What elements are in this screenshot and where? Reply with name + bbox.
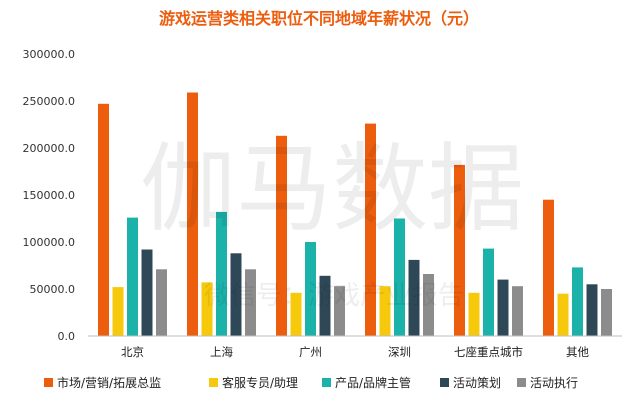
bar (201, 282, 213, 336)
x-tick-label: 七座重点城市 (454, 345, 523, 359)
bar (557, 293, 569, 336)
watermark-main: 伽马数据 (140, 133, 524, 245)
bar (601, 289, 612, 336)
x-tick-label: 其他 (566, 345, 589, 359)
legend-label: 活动执行 (530, 376, 578, 390)
bar (365, 123, 376, 336)
y-tick-label: 100000.0 (23, 236, 76, 249)
legend-label: 市场/营销/拓展总监 (57, 375, 161, 390)
bar (290, 292, 302, 336)
bar (230, 253, 242, 336)
bar (497, 279, 509, 336)
y-tick-label: 250000.0 (23, 95, 76, 108)
x-tick-label: 北京 (121, 345, 144, 359)
bar (245, 269, 256, 336)
chart-title: 游戏运营类相关职位不同地域年薪状况（元） (159, 9, 479, 28)
bar (216, 211, 227, 336)
y-tick-label: 50000.0 (30, 283, 76, 296)
bar-series (98, 92, 612, 336)
bar (156, 269, 167, 336)
y-tick-label: 150000.0 (23, 189, 76, 202)
x-tick-label: 深圳 (388, 345, 411, 359)
legend: 市场/营销/拓展总监 客服专员/助理 产品/品牌主管 活动策划 活动执行 (44, 375, 578, 390)
bar (394, 218, 405, 336)
bar (543, 199, 554, 336)
bar (187, 92, 198, 336)
bar (127, 217, 138, 336)
legend-label: 客服专员/助理 (222, 375, 298, 390)
x-tick-label: 上海 (210, 345, 233, 359)
bar (305, 242, 316, 336)
legend-swatch (44, 378, 53, 387)
bar (483, 248, 494, 336)
legend-label: 产品/品牌主管 (335, 375, 411, 390)
bar (423, 274, 434, 336)
bar (512, 286, 523, 336)
bar (334, 286, 345, 336)
bar (572, 267, 583, 336)
y-tick-label: 0.0 (58, 330, 76, 343)
x-axis-categories: 北京 上海 广州 深圳 七座重点城市 其他 (121, 345, 589, 359)
bar (141, 249, 153, 336)
legend-swatch (440, 378, 449, 387)
bar (379, 286, 391, 336)
watermark: 伽马数据 微信号：游戏产业报告 (140, 133, 524, 311)
watermark-sub: 微信号：游戏产业报告 (204, 281, 464, 311)
bar (454, 164, 465, 336)
y-tick-label: 200000.0 (23, 142, 76, 155)
legend-swatch (322, 378, 331, 387)
x-tick-label: 广州 (299, 345, 322, 359)
legend-swatch (517, 378, 526, 387)
legend-label: 活动策划 (453, 376, 501, 390)
legend-swatch (209, 378, 218, 387)
bar (319, 275, 331, 336)
bar (112, 287, 124, 336)
bar (468, 292, 480, 336)
y-tick-label: 300000.0 (23, 48, 76, 61)
y-axis-ticks: 0.0 50000.0 100000.0 150000.0 200000.0 250000… (23, 48, 76, 343)
bar (98, 103, 109, 336)
bar (408, 259, 420, 336)
bar (586, 284, 598, 336)
bar (276, 135, 287, 336)
